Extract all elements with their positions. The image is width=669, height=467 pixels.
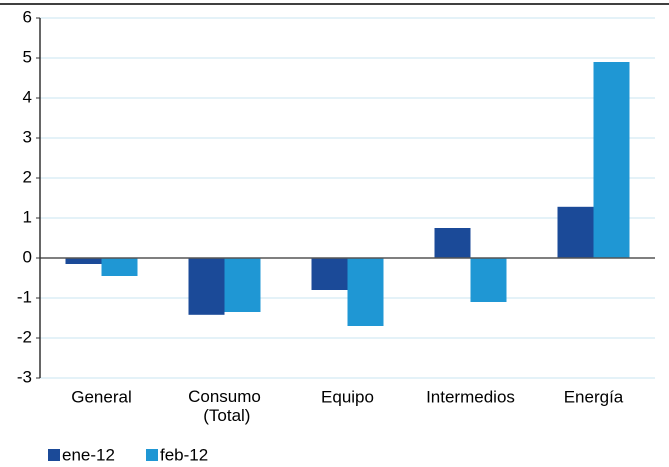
x-tick-label: Consumo (Total)	[188, 387, 261, 425]
bar	[101, 258, 138, 276]
y-tick-label: 3	[23, 127, 32, 146]
y-tick-label: 1	[23, 207, 32, 226]
bar	[470, 258, 507, 302]
bar	[224, 258, 261, 312]
x-tick-label: Intermedios	[426, 387, 515, 406]
y-tick-label: -1	[17, 287, 32, 306]
y-tick-label: 6	[23, 7, 32, 26]
bar	[434, 228, 471, 258]
bar	[311, 258, 348, 290]
y-tick-label: 0	[23, 247, 32, 266]
x-tick-label: General	[71, 387, 131, 406]
legend-label: ene-12	[62, 445, 115, 464]
legend-label: feb-12	[160, 445, 208, 464]
legend-swatch	[48, 449, 60, 461]
legend-swatch	[146, 449, 158, 461]
bar	[65, 258, 102, 264]
bar	[347, 258, 384, 326]
bar	[188, 258, 225, 315]
x-tick-label: Equipo	[321, 387, 374, 406]
x-tick-label: Energía	[564, 387, 624, 406]
bar	[593, 62, 630, 258]
y-tick-label: 4	[23, 87, 32, 106]
y-tick-label: 2	[23, 167, 32, 186]
y-tick-label: 5	[23, 47, 32, 66]
y-tick-label: -2	[17, 327, 32, 346]
bar	[557, 206, 594, 258]
y-tick-label: -3	[17, 367, 32, 386]
